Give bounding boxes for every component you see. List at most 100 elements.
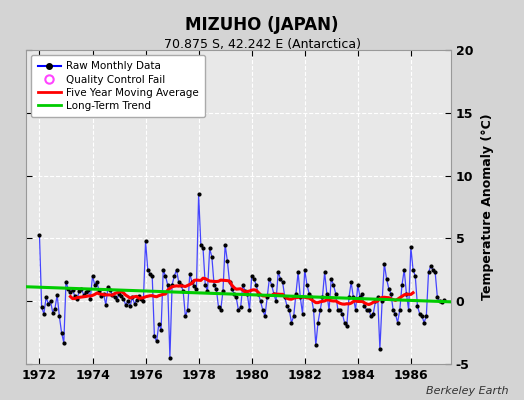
Point <box>42 294 50 301</box>
Point <box>394 319 402 326</box>
Point <box>409 267 417 273</box>
Point <box>146 270 154 277</box>
Point <box>232 294 241 301</box>
Point <box>274 269 282 276</box>
Point <box>221 242 230 248</box>
Point <box>281 294 289 301</box>
Point <box>256 298 265 304</box>
Point <box>431 269 439 276</box>
Point <box>254 290 263 297</box>
Point <box>139 298 148 304</box>
Point <box>418 313 426 320</box>
Point <box>391 310 400 317</box>
Point <box>66 289 74 296</box>
Point <box>289 313 298 320</box>
Point <box>40 310 48 317</box>
Point <box>318 294 326 301</box>
Point <box>402 290 411 297</box>
Point <box>71 293 79 299</box>
Point <box>440 297 448 303</box>
Point <box>227 286 236 292</box>
Point <box>115 290 123 297</box>
Point <box>413 303 422 310</box>
Point <box>95 288 103 294</box>
Point <box>205 245 214 252</box>
Point <box>263 294 271 301</box>
Point <box>168 282 176 288</box>
Point <box>126 303 134 310</box>
Point <box>309 307 318 313</box>
Point <box>383 275 391 282</box>
Point <box>438 299 446 306</box>
Point <box>60 340 68 346</box>
Point <box>214 304 223 311</box>
Point <box>93 279 101 286</box>
Point <box>378 298 386 304</box>
Point <box>225 279 234 286</box>
Point <box>51 306 59 312</box>
Point <box>119 296 128 302</box>
Point <box>369 310 377 317</box>
Point <box>334 307 342 313</box>
Point <box>104 284 112 290</box>
Point <box>108 292 117 298</box>
Text: 70.875 S, 42.242 E (Antarctica): 70.875 S, 42.242 E (Antarctica) <box>163 38 361 51</box>
Point <box>183 307 192 313</box>
Point <box>49 309 57 316</box>
Point <box>210 282 219 288</box>
Point <box>243 290 252 297</box>
Point <box>258 307 267 313</box>
Point <box>190 283 199 289</box>
Point <box>287 319 296 326</box>
Point <box>338 310 346 317</box>
Point <box>345 294 353 301</box>
Point <box>122 302 130 308</box>
Point <box>354 282 362 288</box>
Point <box>380 260 388 267</box>
Point <box>170 273 179 279</box>
Point <box>77 286 85 292</box>
Point <box>75 288 83 294</box>
Point <box>349 294 357 301</box>
Point <box>336 307 344 313</box>
Point <box>141 238 150 244</box>
Legend: Raw Monthly Data, Quality Control Fail, Five Year Moving Average, Long-Term Tren: Raw Monthly Data, Quality Control Fail, … <box>31 55 205 117</box>
Point <box>179 288 188 294</box>
Point <box>91 282 99 288</box>
Point <box>305 290 313 297</box>
Point <box>356 294 364 301</box>
Point <box>148 273 156 279</box>
Point <box>265 275 274 282</box>
Point <box>424 269 433 276</box>
Point <box>53 292 61 298</box>
Point <box>208 254 216 260</box>
Point <box>367 313 375 320</box>
Point <box>285 307 293 313</box>
Point <box>80 292 88 298</box>
Point <box>234 307 243 313</box>
Point <box>396 307 404 313</box>
Point <box>307 294 315 301</box>
Point <box>35 232 43 238</box>
Point <box>340 319 348 326</box>
Point <box>427 263 435 269</box>
Point <box>106 287 114 293</box>
Point <box>159 267 168 273</box>
Point <box>323 290 331 297</box>
Point <box>398 282 406 288</box>
Point <box>303 282 311 288</box>
Point <box>133 297 141 303</box>
Point <box>420 319 428 326</box>
Point <box>188 279 196 286</box>
Point <box>267 282 276 288</box>
Point <box>327 275 335 282</box>
Point <box>223 258 232 264</box>
Point <box>177 282 185 288</box>
Point <box>238 282 247 288</box>
Point <box>100 290 108 297</box>
Point <box>172 267 181 273</box>
Point <box>64 286 72 292</box>
Point <box>130 300 139 307</box>
Point <box>294 269 302 276</box>
Point <box>155 321 163 327</box>
